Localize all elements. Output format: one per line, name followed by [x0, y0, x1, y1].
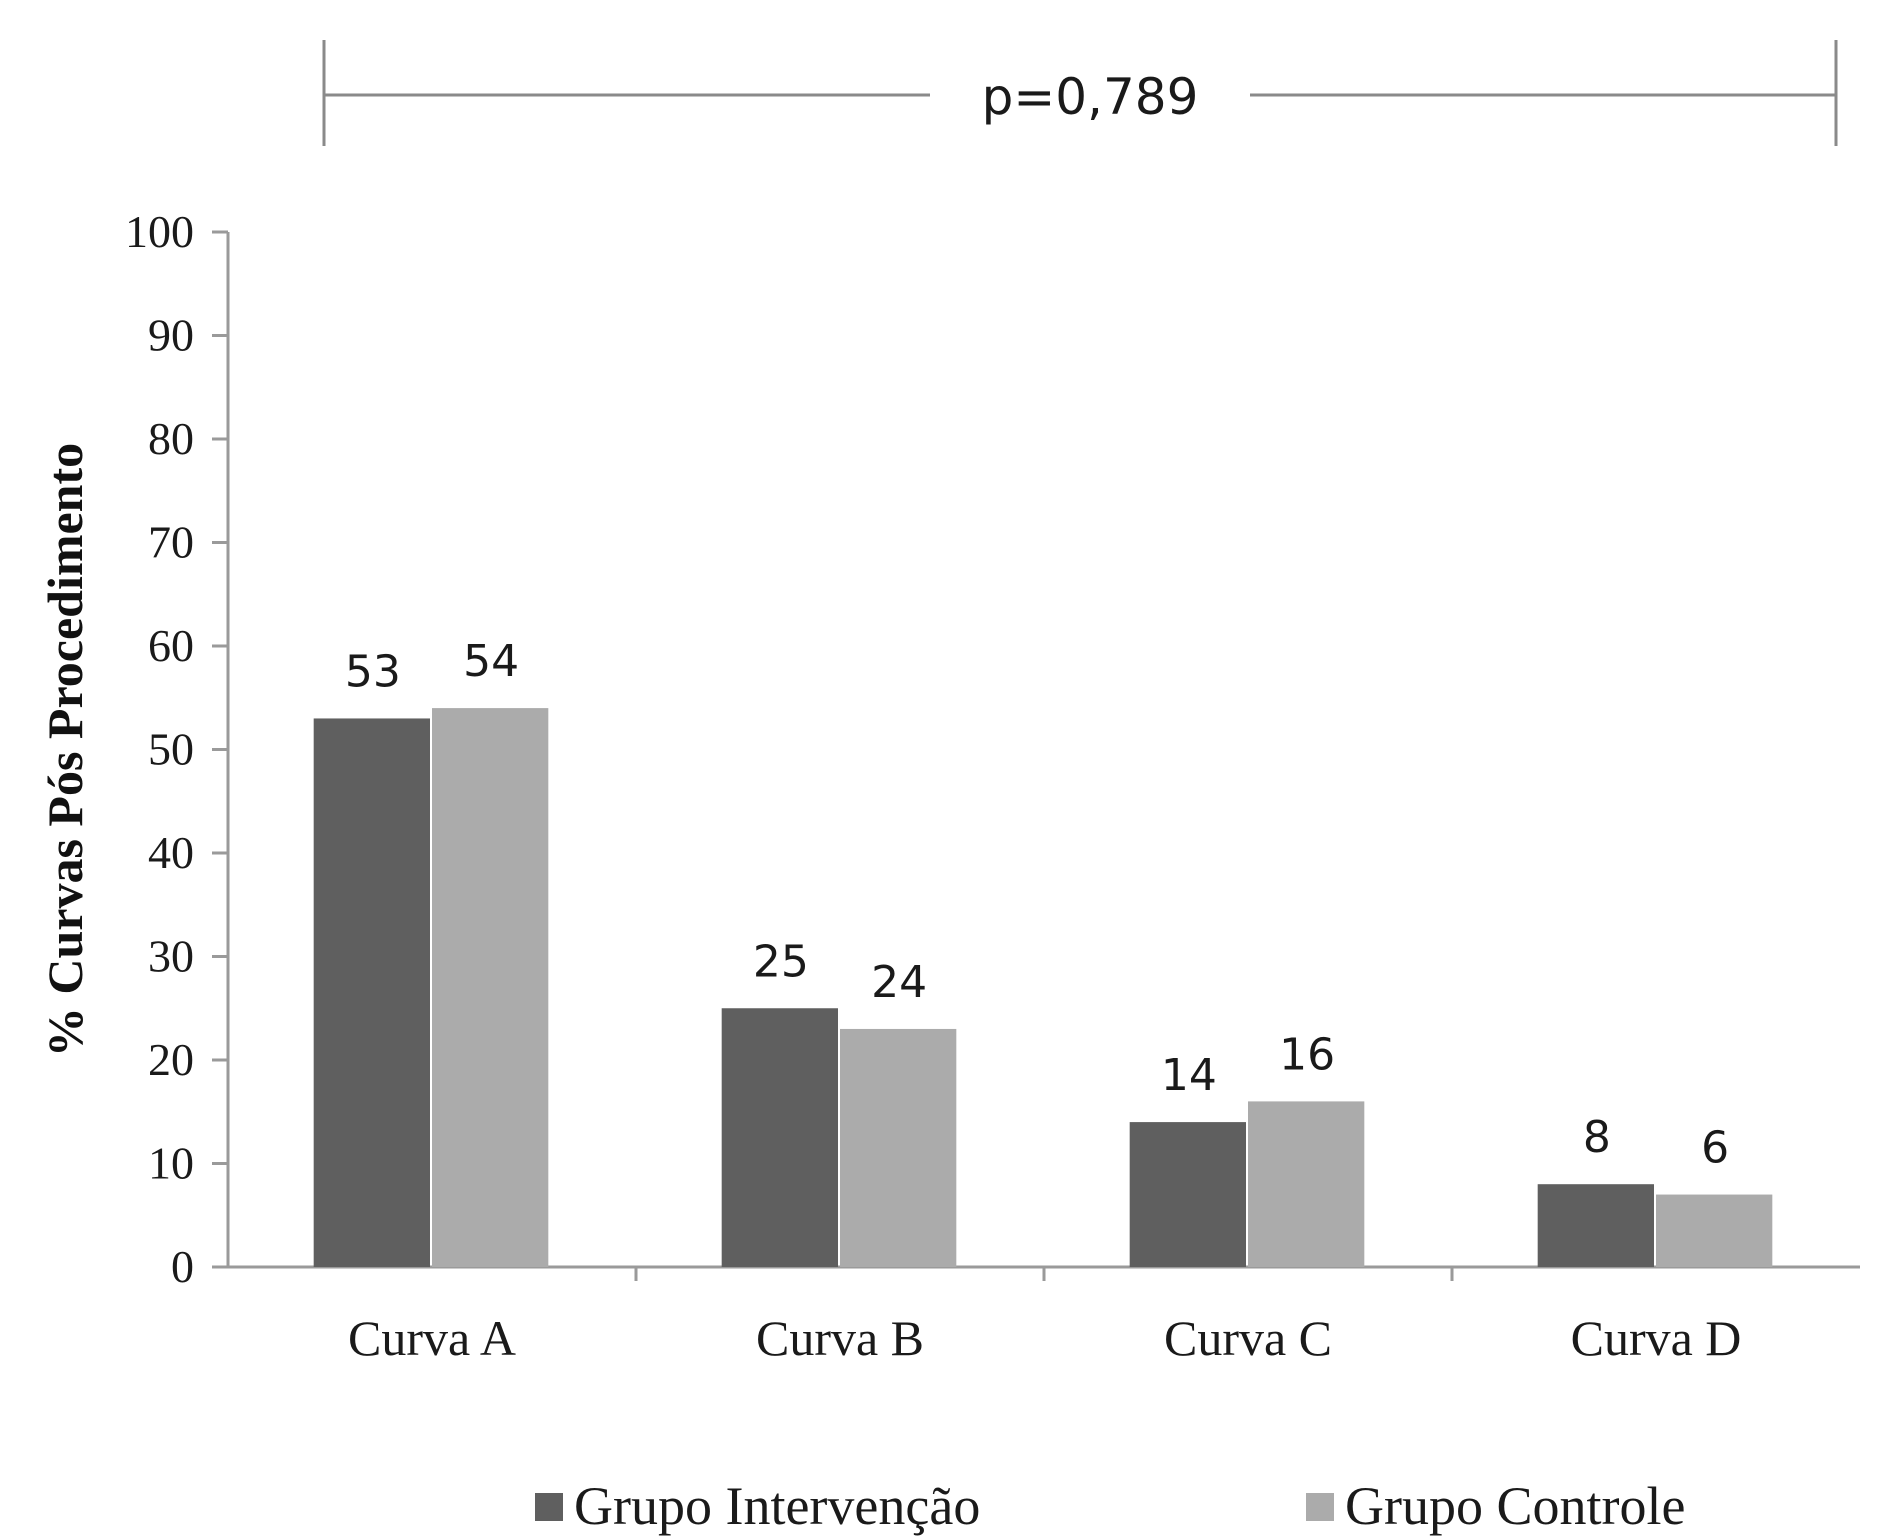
data-label: 6 — [1701, 1123, 1729, 1174]
data-label: 24 — [871, 957, 927, 1008]
y-tick-label: 20 — [148, 1034, 194, 1085]
y-tick-label: 50 — [148, 724, 194, 775]
category-label: Curva D — [1571, 1310, 1742, 1366]
bar-curva-d-series-2 — [1656, 1194, 1773, 1267]
y-tick-label: 40 — [148, 827, 194, 878]
legend-label-intervencao: Grupo Intervenção — [574, 1476, 980, 1536]
p-value-label: p=0,789 — [982, 68, 1199, 126]
y-tick-label: 90 — [148, 310, 194, 361]
legend: Grupo Intervenção Grupo Controle — [535, 1476, 1685, 1536]
y-tick-label: 100 — [125, 206, 194, 257]
data-label: 8 — [1583, 1112, 1611, 1163]
bar-curva-b-series-1 — [721, 1008, 838, 1267]
category-label: Curva A — [348, 1310, 516, 1366]
bar-curva-c-series-1 — [1129, 1122, 1246, 1267]
y-axis: 0 10 20 30 40 50 60 70 80 90 100 — [125, 206, 230, 1292]
y-tick-label: 60 — [148, 620, 194, 671]
data-label: 53 — [345, 646, 401, 697]
data-label: 25 — [753, 936, 809, 987]
category-labels-group: Curva A Curva B Curva C Curva D — [348, 1310, 1741, 1366]
data-label: 54 — [463, 636, 519, 687]
bar-curva-d-series-1 — [1537, 1184, 1654, 1267]
legend-swatch-controle — [1306, 1493, 1334, 1521]
bar-curva-a-series-1 — [313, 718, 430, 1267]
bar-curva-a-series-2 — [432, 708, 549, 1267]
x-tick-group — [634, 1267, 1454, 1281]
bars-group — [313, 708, 1773, 1267]
data-labels-group: 53 54 25 24 14 16 8 6 — [345, 636, 1729, 1173]
legend-swatch-intervencao — [535, 1493, 563, 1521]
y-tick-label: 30 — [148, 931, 194, 982]
category-label: Curva B — [756, 1310, 924, 1366]
bar-curva-b-series-2 — [840, 1028, 957, 1267]
y-tick-label: 80 — [148, 413, 194, 464]
data-label: 14 — [1161, 1050, 1217, 1101]
y-axis-title: % Curvas Pós Procedimento — [37, 443, 93, 1057]
y-tick-label: 10 — [148, 1138, 194, 1189]
y-tick-label: 0 — [171, 1241, 194, 1292]
data-label: 16 — [1279, 1029, 1335, 1080]
y-tick-group: 0 10 20 30 40 50 60 70 80 90 100 — [125, 206, 228, 1292]
category-label: Curva C — [1164, 1310, 1332, 1366]
p-value-bracket: p=0,789 — [322, 40, 1838, 146]
legend-label-controle: Grupo Controle — [1345, 1476, 1685, 1536]
bar-curva-c-series-2 — [1248, 1101, 1365, 1267]
x-axis — [212, 1265, 1860, 1281]
y-tick-label: 70 — [148, 517, 194, 568]
